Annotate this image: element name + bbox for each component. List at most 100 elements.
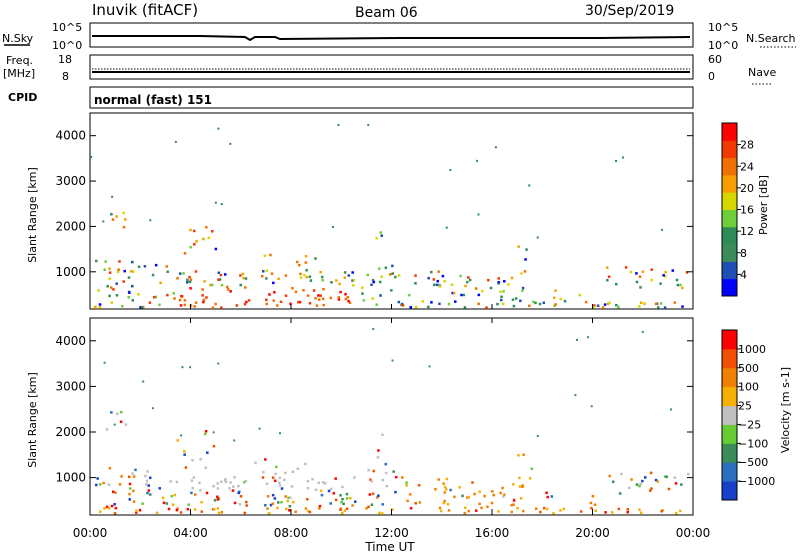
echo-cell	[680, 483, 683, 486]
echo-cell	[559, 509, 562, 512]
echo-cell	[685, 271, 689, 274]
echo-cell	[380, 275, 383, 279]
echo-cell	[303, 273, 306, 277]
echo-cell	[578, 293, 581, 297]
echo-cell	[189, 228, 192, 232]
echo-cell	[463, 306, 467, 309]
echo-cell	[530, 467, 534, 471]
colorbar-tick-label: 4	[740, 268, 747, 281]
echo-cell	[279, 432, 282, 435]
echo-cell	[97, 289, 100, 292]
echo-cell	[664, 275, 667, 278]
colorbar-frame	[721, 329, 738, 501]
echo-cell	[242, 276, 245, 280]
echo-cell	[375, 236, 378, 240]
echo-cell	[205, 226, 208, 229]
nave-tick-bottom: 0	[708, 70, 715, 83]
echo-cell	[264, 504, 267, 507]
echo-cell	[183, 252, 187, 255]
echo-cell	[180, 434, 183, 437]
echo-cell	[391, 264, 394, 268]
echo-cell	[370, 480, 373, 483]
echo-cell	[593, 304, 596, 307]
echo-cell	[306, 486, 310, 490]
colorbar-segment	[722, 386, 737, 407]
echo-cell	[384, 462, 388, 466]
echo-cell	[190, 479, 194, 482]
echo-cell	[243, 302, 247, 306]
echo-cell	[461, 494, 464, 498]
echo-cell	[268, 293, 271, 296]
echo-cell	[233, 501, 237, 505]
echo-cell	[405, 484, 408, 487]
echo-cell	[345, 492, 349, 496]
echo-cell	[312, 289, 316, 292]
echo-cell	[324, 482, 327, 485]
echo-cell	[287, 496, 290, 500]
echo-cell	[334, 477, 337, 480]
echo-cell	[338, 282, 341, 286]
echo-cell	[334, 498, 338, 502]
echo-cell	[322, 481, 325, 484]
echo-cell	[648, 489, 652, 492]
echo-cell	[503, 493, 506, 497]
echo-cell	[367, 505, 370, 509]
echo-cell	[112, 288, 115, 291]
echo-cell	[179, 511, 183, 514]
echo-cell	[165, 265, 168, 268]
echo-cell	[213, 508, 216, 511]
echo-cell	[443, 279, 446, 283]
colorbar-tick-label: 24	[740, 160, 754, 173]
echo-cell	[532, 300, 535, 303]
echo-cell	[109, 286, 113, 289]
nave-tick-top: 60	[708, 53, 722, 66]
power-colorbar: 28 24 20 16 12 8 4	[721, 122, 754, 297]
echo-cell	[638, 484, 641, 488]
colorbar-segment	[722, 348, 737, 369]
echo-cell	[437, 478, 441, 481]
echo-cell	[329, 502, 332, 505]
echo-cell	[154, 295, 158, 299]
echo-cell	[502, 290, 505, 293]
colorbar-segment	[722, 157, 737, 176]
echo-cell	[377, 449, 380, 452]
echo-cell	[520, 272, 523, 275]
echo-cell	[545, 491, 548, 495]
echo-cell	[406, 499, 409, 503]
echo-cell	[329, 296, 333, 300]
echo-cell	[265, 277, 268, 280]
echo-cell	[172, 292, 175, 295]
echo-cell	[339, 494, 342, 497]
echo-cell	[352, 284, 355, 287]
echo-cell	[261, 476, 265, 479]
echo-cell	[147, 484, 151, 487]
echo-cell	[468, 278, 472, 282]
echo-cell	[244, 479, 248, 483]
echo-cell	[562, 507, 566, 511]
echo-cell	[679, 283, 682, 287]
echo-cell	[314, 488, 318, 492]
echo-cell	[480, 506, 483, 510]
echo-cell	[656, 480, 660, 483]
echo-cell	[494, 146, 497, 149]
echo-cell	[492, 493, 495, 497]
echo-cell	[421, 300, 425, 303]
echo-cell	[414, 502, 417, 505]
echo-cell	[131, 472, 134, 475]
echo-cell	[497, 510, 500, 513]
echo-cell	[280, 487, 284, 490]
colorbar-segment	[722, 226, 737, 245]
echo-cell	[343, 271, 347, 274]
echo-cell	[291, 500, 295, 504]
echo-cell	[630, 478, 633, 481]
echo-cell	[273, 497, 277, 500]
echo-cell	[289, 496, 292, 500]
echo-cell	[610, 511, 614, 514]
echo-cell	[273, 291, 276, 294]
colorbar-segment	[722, 405, 737, 425]
echo-cell	[638, 305, 641, 308]
echo-cell	[401, 476, 404, 479]
echo-cell	[361, 286, 364, 289]
echo-cell	[451, 291, 454, 295]
y-tick-label: 4000	[55, 129, 86, 143]
